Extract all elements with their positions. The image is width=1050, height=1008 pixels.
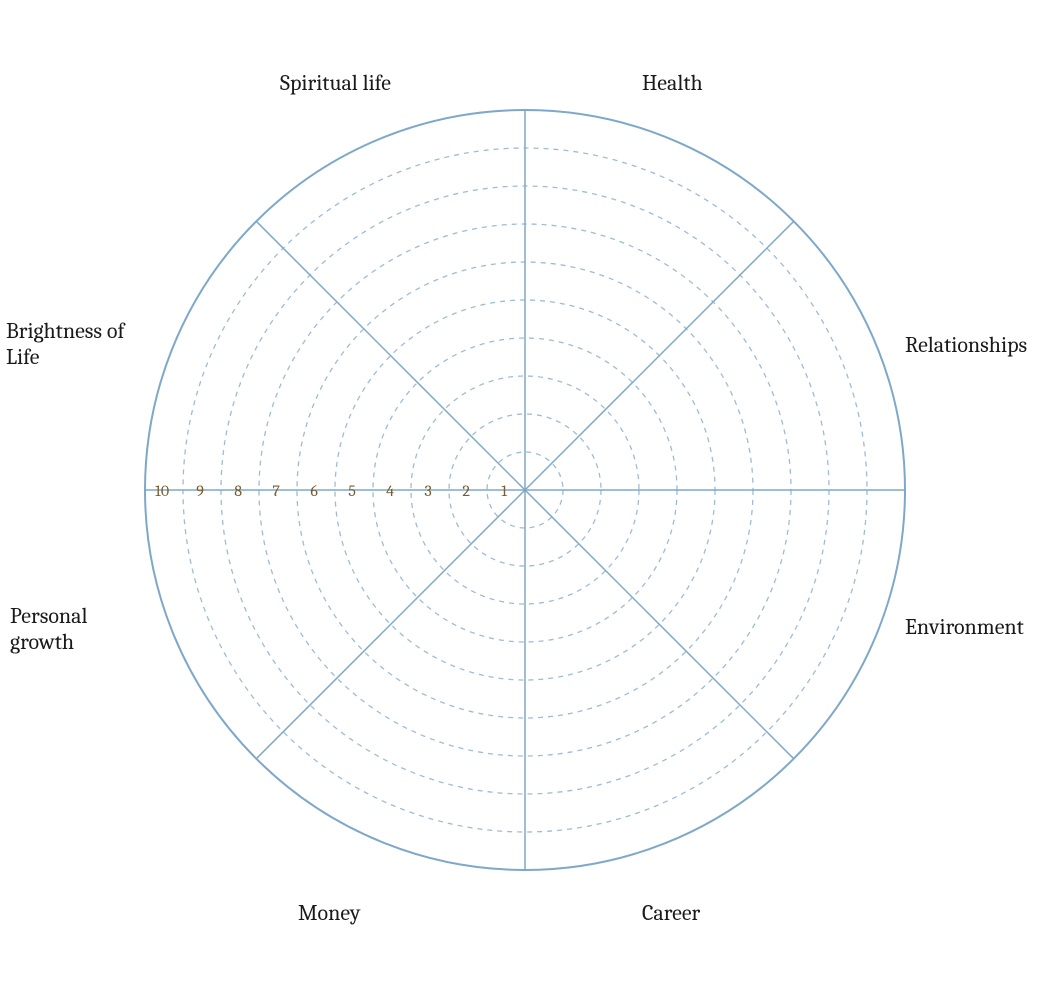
tick-label-10: 10 xyxy=(155,482,169,500)
tick-label-5: 5 xyxy=(348,482,356,500)
tick-label-8: 8 xyxy=(234,482,242,500)
tick-label-9: 9 xyxy=(196,482,204,500)
tick-label-7: 7 xyxy=(272,482,280,500)
segment-label-5: Money xyxy=(298,900,458,926)
life-wheel-diagram: 10 9 8 7 6 5 4 3 2 1 Spiritual life Health Relation… xyxy=(0,0,1050,1008)
spoke-3 xyxy=(256,490,525,759)
tick-label-2: 2 xyxy=(462,482,470,500)
spoke-7 xyxy=(525,221,794,490)
segment-label-2: Relationships xyxy=(905,332,1050,358)
segment-label-0: Spiritual life xyxy=(280,70,480,96)
tick-label-3: 3 xyxy=(424,482,431,500)
segment-label-1: Health xyxy=(642,70,802,96)
segment-label-7: Brightness of Life xyxy=(6,318,146,371)
wheel-svg: 10 9 8 7 6 5 4 3 2 1 xyxy=(0,0,1050,1008)
tick-label-1: 1 xyxy=(501,482,507,500)
spoke-1 xyxy=(525,490,794,759)
segment-label-6: Personal growth xyxy=(10,603,130,656)
segment-label-3: Environment xyxy=(905,614,1050,640)
tick-label-6: 6 xyxy=(310,482,318,500)
spoke-5 xyxy=(256,221,525,490)
segment-label-4: Career xyxy=(642,900,802,926)
tick-label-4: 4 xyxy=(386,482,394,500)
